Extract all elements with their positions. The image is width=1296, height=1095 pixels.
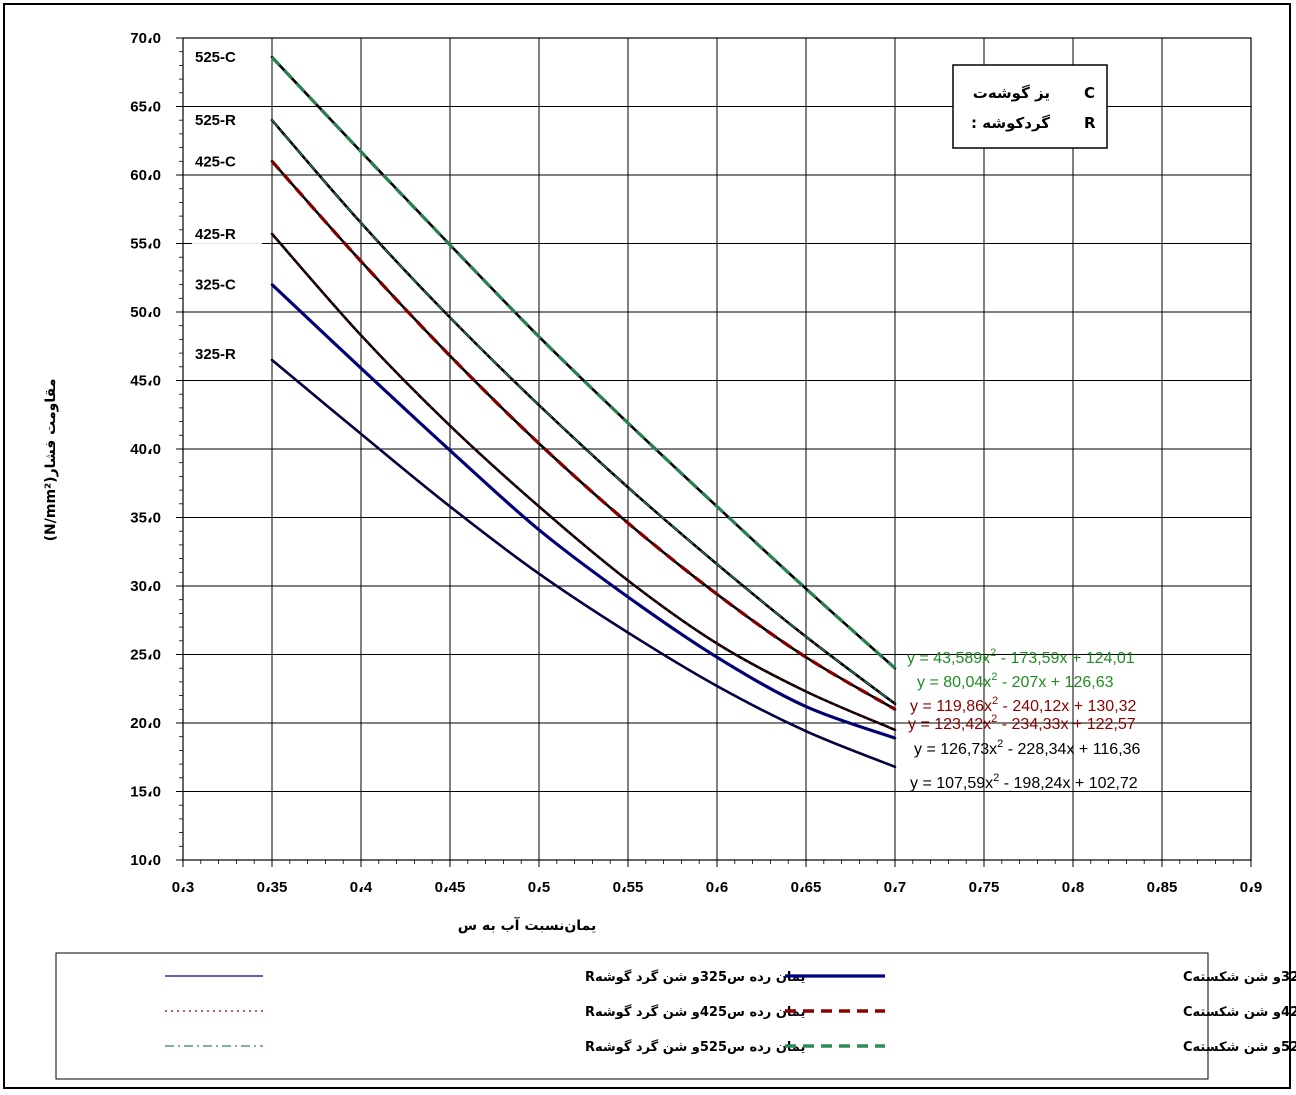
equation-525-r-exponent: 2 (991, 671, 997, 683)
y-tick-label: 15،0 (130, 784, 161, 801)
equation-425-r: y = 123,42x2 - 234,33x + 122,57 (908, 713, 1136, 733)
legend-label-425-r: یمان رده س425و شن گرد گوشهR (585, 1004, 805, 1020)
series-tag-525-c: 525-C (195, 49, 236, 66)
series-tag-bg-425-c (192, 152, 262, 172)
x-axis-title: یمان‌نسبت آب به س (458, 916, 596, 934)
y-tick-label: 65،0 (130, 99, 161, 116)
x-tick-label: 0،45 (435, 879, 466, 896)
y-tick-label: 10،0 (130, 852, 161, 869)
equation-525-r-part1: y = 80,04x (917, 674, 991, 691)
series-line-525-r-data (270, 118, 897, 706)
series-tag-bg-525-c (192, 48, 262, 68)
tick-labels: 0،3 0،35 0،4 0،45 0،5 0،55 0،6 0،65 0،7 0،75 0،8 0،… (130, 30, 1262, 896)
series-line-325-r-trend (271, 359, 896, 768)
legend-label-525-r: یمان رده س525و شن گرد گوشهR (585, 1039, 805, 1055)
series-tag-325-r: 325-R (195, 346, 236, 363)
series-line-325-c-data (270, 283, 897, 740)
y-tick-label: 50،0 (130, 304, 161, 321)
chart-frame: 0،3 0،35 0،4 0،45 0،5 0،55 0،6 0،65 0،7 0،75 0،8 0،… (3, 3, 1296, 1089)
series-lines (270, 55, 897, 769)
series-line-325-c-trend (270, 283, 896, 740)
equation-425-c: y = 119,86x2 - 240,12x + 130,32 (910, 695, 1137, 715)
series-line-525-c-data (270, 55, 897, 670)
equation-525-c-part2: - 173,59x + 124,01 (996, 650, 1134, 667)
x-tick-label: 0،7 (884, 879, 906, 896)
key-box-letter-r: R (1084, 114, 1096, 132)
y-tick-label: 55،0 (130, 236, 161, 253)
series-tag-bg-325-r (192, 344, 262, 364)
series-line-525-r-trend (271, 119, 896, 705)
x-tick-label: 0،5 (528, 879, 550, 896)
key-box-text-c: یز گوشه‌ت (973, 84, 1050, 102)
y-tick-label: 30،0 (130, 578, 161, 595)
equation-525-r-part2: - 207x + 126,63 (997, 674, 1113, 691)
key-box-frame (952, 64, 1108, 149)
series-tag-bg-425-r (192, 224, 262, 244)
x-tick-label: 0،65 (791, 879, 822, 896)
equation-325-r-exponent: 2 (993, 772, 999, 784)
equation-425-r-part1: y = 123,42x (908, 716, 991, 733)
x-tick-label: 0،4 (350, 879, 373, 896)
x-tick-label: 0،75 (969, 879, 1000, 896)
series-tag-bg-525-r (192, 111, 262, 131)
equation-425-r-part2: - 234,33x + 122,57 (997, 716, 1135, 733)
legend: یمان رده س325و شن گرد گوشهR یمان رده س325… (55, 952, 1296, 1080)
y-tick-label: 25،0 (130, 647, 161, 664)
key-box: یز گوشه‌ت C : گردکوشه R (952, 64, 1108, 149)
legend-label-425-c: یمان رده س425و شن شکستهC (1183, 1005, 1296, 1020)
y-tick-label: 40،0 (130, 441, 161, 458)
equation-525-c-part1: y = 43,589x (907, 650, 990, 667)
x-tick-label: 0،9 (1240, 879, 1262, 896)
y-tick-label: 70،0 (130, 30, 161, 47)
grid (183, 38, 1251, 860)
equation-525-c-exponent: 2 (990, 647, 996, 659)
series-line-525-c-trend (270, 56, 897, 670)
chart-svg: 0،3 0،35 0،4 0،45 0،5 0،55 0،6 0،65 0،7 0،75 0،8 0،… (43, 30, 1296, 1080)
equation-325-c-part2: - 228,34x + 116,36 (1003, 741, 1140, 758)
y-tick-label: 35،0 (130, 510, 161, 527)
legend-frame (55, 952, 1209, 1080)
trend-equations: y = 126,73x2 - 228,34x + 116,36y = 107,5… (907, 647, 1141, 792)
series-tag-325-c: 325-C (195, 277, 236, 294)
equation-525-c: y = 43,589x2 - 173,59x + 124,01 (907, 647, 1135, 667)
equation-425-c-exponent: 2 (992, 695, 998, 707)
axes (176, 37, 1252, 867)
series-tag-425-r: 425-R (195, 226, 236, 243)
equation-425-r-exponent: 2 (991, 713, 997, 725)
x-tick-label: 0،55 (613, 879, 644, 896)
x-tick-label: 0،8 (1062, 879, 1084, 896)
legend-label-325-c: یمان رده س325و شن شکستهC (1183, 970, 1296, 985)
key-box-letter-c: C (1084, 84, 1095, 102)
y-tick-label: 20،0 (130, 715, 161, 732)
x-tick-label: 0،3 (172, 879, 194, 896)
series-line-425-c-trend (270, 160, 896, 711)
equation-525-r: y = 80,04x2 - 207x + 126,63 (917, 671, 1114, 691)
series-tags: 325-C 325-R 425-C 425-R 525-C 525-R (192, 48, 262, 364)
equation-325-r-part1: y = 107,59x (910, 775, 993, 792)
legend-label-325-r: یمان رده س325و شن گرد گوشهR (585, 969, 805, 985)
series-line-425-r-trend (271, 233, 896, 731)
series-tag-425-c: 425-C (195, 153, 236, 170)
series-tag-bg-325-c (192, 275, 262, 295)
key-box-text-r: : گردکوشه (971, 114, 1050, 132)
x-tick-label: 0،35 (257, 879, 288, 896)
equation-325-c: y = 126,73x2 - 228,34x + 116,36 (914, 738, 1141, 758)
equation-325-c-exponent: 2 (997, 738, 1003, 750)
equation-425-c-part2: - 240,12x + 130,32 (998, 698, 1136, 715)
x-tick-label: 0،85 (1147, 879, 1178, 896)
y-axis-title: (N/mm²)مقاومت فشار (43, 379, 59, 542)
equation-325-r: y = 107,59x2 - 198,24x + 102,72 (910, 772, 1138, 792)
equation-325-c-part1: y = 126,73x (914, 741, 997, 758)
x-tick-label: 0،6 (706, 879, 728, 896)
series-tag-525-r: 525-R (195, 112, 236, 129)
legend-label-525-c: یمان رده س525و شن شکستهC (1183, 1040, 1296, 1055)
y-tick-label: 45،0 (130, 373, 161, 390)
y-tick-label: 60،0 (130, 167, 161, 184)
equation-425-c-part1: y = 119,86x (910, 698, 992, 715)
equation-325-r-part2: - 198,24x + 102,72 (999, 775, 1137, 792)
